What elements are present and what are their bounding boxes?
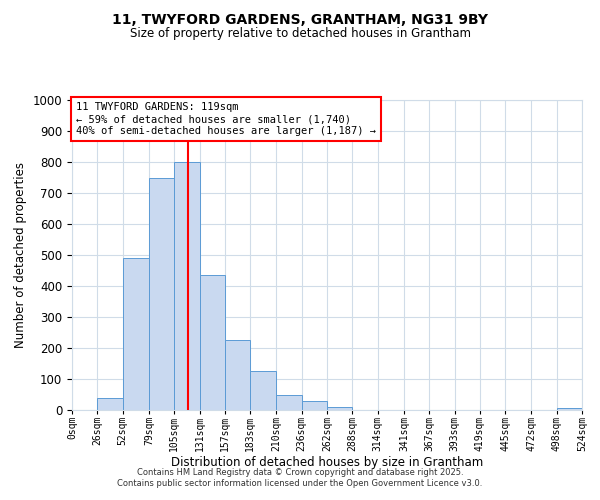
Bar bbox=[122, 258, 149, 410]
Bar bbox=[174, 162, 200, 410]
Text: Contains HM Land Registry data © Crown copyright and database right 2025.
Contai: Contains HM Land Registry data © Crown c… bbox=[118, 468, 482, 487]
Text: Size of property relative to detached houses in Grantham: Size of property relative to detached ho… bbox=[130, 28, 470, 40]
X-axis label: Distribution of detached houses by size in Grantham: Distribution of detached houses by size … bbox=[171, 456, 483, 469]
Bar bbox=[327, 407, 352, 410]
Bar bbox=[557, 408, 582, 410]
Text: 11, TWYFORD GARDENS, GRANTHAM, NG31 9BY: 11, TWYFORD GARDENS, GRANTHAM, NG31 9BY bbox=[112, 12, 488, 26]
Bar bbox=[97, 398, 122, 410]
Bar bbox=[250, 371, 277, 410]
Bar bbox=[277, 394, 302, 410]
Y-axis label: Number of detached properties: Number of detached properties bbox=[14, 162, 27, 348]
Bar bbox=[225, 340, 250, 410]
Bar bbox=[149, 178, 174, 410]
Bar bbox=[302, 402, 327, 410]
Text: 11 TWYFORD GARDENS: 119sqm
← 59% of detached houses are smaller (1,740)
40% of s: 11 TWYFORD GARDENS: 119sqm ← 59% of deta… bbox=[76, 102, 376, 136]
Bar bbox=[199, 275, 225, 410]
